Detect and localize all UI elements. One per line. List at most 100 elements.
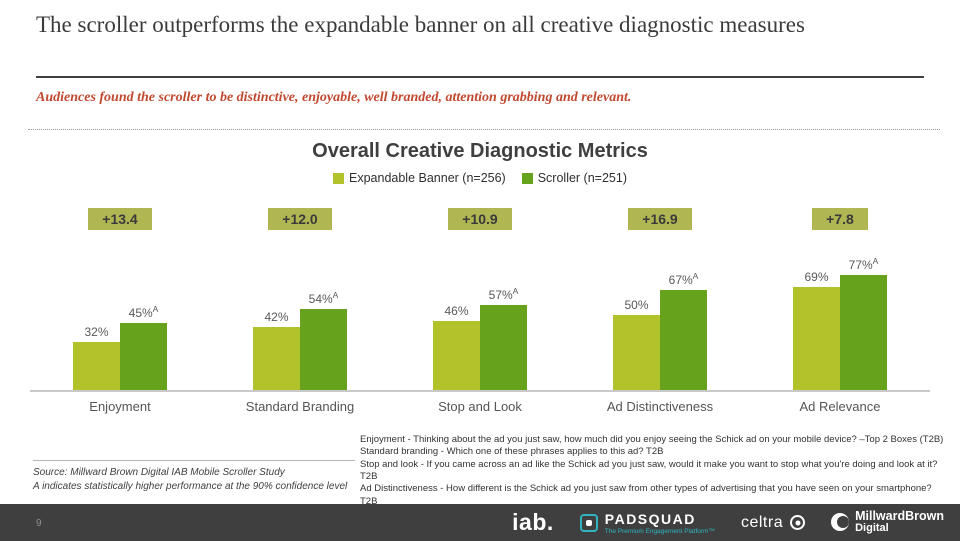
bar-expandable-banner [433,321,480,390]
millwardbrown-name: MillwardBrown [855,509,944,524]
legend-item-scroller: Scroller (n=251) [521,171,627,185]
bar-expandable-banner [793,286,840,390]
legend-swatch-banner [333,172,344,184]
chart-groups: +13.4 32% 45%A +12.0 42% 5 [30,208,930,390]
bar-wrap: 57%A [480,286,527,390]
bar-wrap: 42% [253,308,300,390]
padsquad-tagline: The Premium Engagement Platform™ [604,527,715,535]
source-line: Source: Millward Brown Digital IAB Mobil… [33,467,285,478]
bar-value-label: 69% [804,268,828,284]
x-axis-line [30,390,930,392]
bar-value-label: 46% [444,302,468,318]
padsquad-text: PADSQUAD The Premium Engagement Platform… [605,511,715,535]
millwardbrown-logo-icon [831,513,850,532]
bar-chart: +13.4 32% 45%A +12.0 42% 5 [30,208,930,414]
section-divider [28,129,940,130]
source-line: A indicates statistically higher perform… [33,480,348,492]
category-label: Ad Relevance [799,399,881,414]
bar-scroller [840,274,887,390]
definition-line: Standard branding - Which one of these p… [360,446,664,458]
bar-scroller [300,309,347,390]
bar-value-label: 50% [624,296,648,312]
significance-marker: A [692,270,699,281]
bar-expandable-banner [73,342,120,390]
millwardbrown-digital: Digital [855,522,889,535]
difference-badge: +13.4 [88,208,152,230]
bar-pair: 50% 67%A [613,271,707,390]
chart-group-standard-branding: +12.0 42% 54%A [210,208,390,390]
significance-marker: A [872,255,879,266]
padsquad-logo: PADSQUAD The Premium Engagement Platform… [579,511,715,535]
bar-value-label: 77%A [849,256,879,272]
chart-group-enjoyment: +13.4 32% 45%A [30,208,210,390]
footer-logos: iab. PADSQUAD The Premium Engagement Pla… [512,504,944,541]
significance-marker: A [512,285,519,296]
padsquad-logo-icon [579,513,598,532]
bar-scroller [660,289,707,390]
difference-badge: +12.0 [268,208,332,230]
millwardbrown-logo: MillwardBrown Digital [831,510,944,535]
bar-wrap: 67%A [660,271,707,390]
bar-value-label: 67%A [669,271,699,287]
footer-bar: 9 iab. PADSQUAD The Premium Engagement P… [0,504,960,541]
bar-wrap: 45%A [120,304,167,390]
value-text: 32% [84,325,109,339]
millwardbrown-text: MillwardBrown Digital [855,510,944,535]
value-text: 77% [848,257,873,272]
page-number: 9 [36,518,42,529]
chart-group-ad-relevance: +7.8 69% 77%A [750,208,930,390]
bar-expandable-banner [253,327,300,390]
legend-item-expandable-banner: Expandable Banner (n=256) [333,171,506,185]
value-text: 67% [668,272,693,287]
chart-group-stop-and-look: +10.9 46% 57%A [390,208,570,390]
definition-line: Enjoyment - Thinking about the ad you ju… [360,434,944,445]
iab-logo: iab. [512,509,554,535]
slide-title: The scroller outperforms the expandable … [36,12,805,37]
legend-label: Expandable Banner (n=256) [349,171,506,185]
legend-label: Scroller (n=251) [537,171,627,185]
bar-value-label: 42% [264,308,288,324]
bar-pair: 42% 54%A [253,290,347,390]
value-text: 57% [488,287,513,302]
legend-swatch-scroller [521,172,533,184]
bar-wrap: 46% [433,302,480,390]
category-label: Ad Distinctiveness [606,399,714,414]
bar-wrap: 50% [613,296,660,390]
category-label: Standard Branding [245,399,355,414]
bar-value-label: 45%A [129,304,159,320]
value-text: 45% [128,305,153,320]
chart-group-ad-distinctiveness: +16.9 50% 67%A [570,208,750,390]
bar-pair: 69% 77%A [793,256,887,390]
category-labels: Enjoyment Standard Branding Stop and Loo… [30,399,930,414]
bar-value-label: 57%A [489,286,519,302]
bar-wrap: 69% [793,268,840,390]
bar-pair: 32% 45%A [73,304,167,390]
bar-scroller [480,304,527,390]
source-note: Source: Millward Brown Digital IAB Mobil… [33,460,355,493]
category-label: Enjoyment [89,399,151,414]
bar-pair: 46% 57%A [433,286,527,390]
definition-line: Ad Distinctiveness - How different is th… [360,483,932,507]
bar-expandable-banner [613,315,660,390]
difference-badge: +10.9 [448,208,512,230]
title-underline [36,76,924,78]
celtra-name: celtra [740,513,784,531]
slide-subtitle: Audiences found the scroller to be disti… [36,90,632,105]
chart-legend: Expandable Banner (n=256) Scroller (n=25… [0,171,960,185]
celtra-logo: celtra [740,513,806,532]
bar-wrap: 77%A [840,256,887,390]
value-text: 54% [308,292,333,306]
bar-scroller [120,322,167,390]
bar-value-label: 32% [84,323,108,339]
bar-wrap: 32% [73,323,120,390]
definition-line: Stop and look - If you came across an ad… [360,458,938,483]
value-text: 46% [444,304,469,318]
chart-title: Overall Creative Diagnostic Metrics [312,140,648,162]
significance-marker: A [332,290,339,300]
padsquad-name: PADSQUAD [604,510,696,527]
value-text: 42% [264,310,289,324]
value-text: 50% [624,298,649,312]
value-text: 69% [804,269,829,284]
difference-badge: +7.8 [812,208,868,230]
celtra-logo-icon [790,515,806,530]
